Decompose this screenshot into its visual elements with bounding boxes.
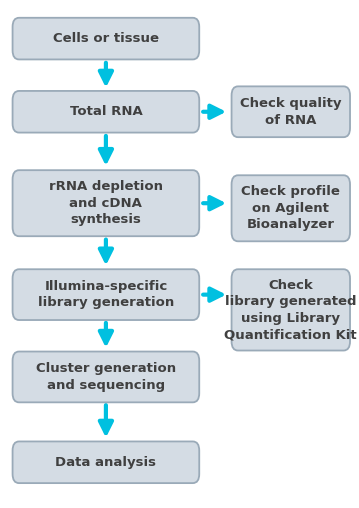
Text: Cells or tissue: Cells or tissue: [53, 32, 159, 45]
FancyBboxPatch shape: [13, 18, 199, 59]
FancyBboxPatch shape: [13, 170, 199, 236]
FancyBboxPatch shape: [232, 86, 350, 137]
FancyBboxPatch shape: [13, 441, 199, 483]
Text: Data analysis: Data analysis: [55, 456, 157, 469]
FancyBboxPatch shape: [232, 269, 350, 351]
FancyBboxPatch shape: [232, 175, 350, 241]
Text: Check profile
on Agilent
Bioanalyzer: Check profile on Agilent Bioanalyzer: [241, 185, 340, 231]
Text: Check
library generated
using Library
Quantification Kit: Check library generated using Library Qu…: [224, 278, 357, 341]
Text: Check quality
of RNA: Check quality of RNA: [240, 97, 341, 126]
Text: Cluster generation
and sequencing: Cluster generation and sequencing: [36, 362, 176, 392]
Text: rRNA depletion
and cDNA
synthesis: rRNA depletion and cDNA synthesis: [49, 180, 163, 226]
Text: Total RNA: Total RNA: [70, 105, 142, 118]
FancyBboxPatch shape: [13, 269, 199, 320]
Text: Illumina-specific
library generation: Illumina-specific library generation: [38, 280, 174, 309]
FancyBboxPatch shape: [13, 352, 199, 402]
FancyBboxPatch shape: [13, 91, 199, 133]
